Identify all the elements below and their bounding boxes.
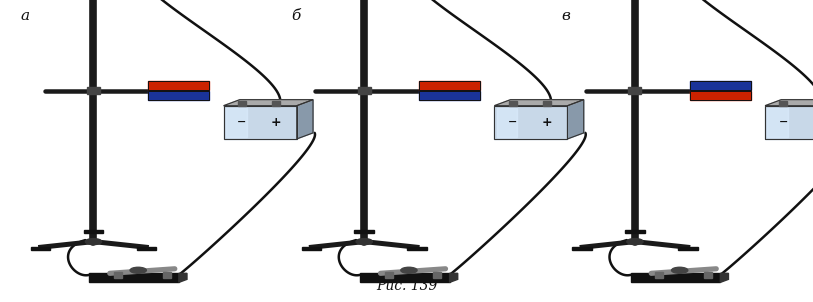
Bar bbox=[494, 106, 567, 139]
Bar bbox=[509, 101, 517, 106]
Bar bbox=[360, 273, 450, 282]
Text: Рис. 139: Рис. 139 bbox=[376, 279, 437, 293]
Bar bbox=[354, 230, 374, 233]
Polygon shape bbox=[450, 273, 458, 282]
Text: −: − bbox=[779, 117, 788, 127]
Polygon shape bbox=[494, 100, 584, 106]
Bar bbox=[358, 87, 371, 94]
Bar bbox=[149, 81, 210, 90]
Bar bbox=[779, 101, 787, 106]
Bar bbox=[302, 247, 321, 250]
Circle shape bbox=[672, 267, 688, 273]
Polygon shape bbox=[765, 100, 813, 106]
Text: −: − bbox=[237, 117, 246, 127]
Circle shape bbox=[130, 267, 146, 273]
Text: +: + bbox=[271, 116, 281, 129]
Polygon shape bbox=[224, 100, 313, 106]
Text: +: + bbox=[541, 116, 552, 129]
Bar bbox=[689, 91, 751, 100]
Bar bbox=[114, 272, 122, 278]
Bar bbox=[89, 273, 179, 282]
Bar bbox=[765, 106, 813, 139]
Polygon shape bbox=[297, 100, 313, 139]
Bar bbox=[631, 273, 720, 282]
Bar bbox=[31, 247, 50, 250]
Bar bbox=[494, 106, 567, 139]
Bar bbox=[420, 91, 480, 100]
Circle shape bbox=[401, 267, 417, 273]
Bar bbox=[420, 91, 480, 100]
Bar bbox=[572, 247, 592, 250]
Bar bbox=[272, 101, 280, 106]
Bar bbox=[625, 230, 645, 233]
Bar bbox=[433, 272, 441, 278]
Bar bbox=[678, 247, 698, 250]
Bar bbox=[543, 101, 551, 106]
Bar bbox=[238, 101, 246, 106]
Bar bbox=[224, 106, 297, 139]
Text: в: в bbox=[561, 9, 570, 23]
Bar bbox=[689, 81, 751, 90]
Bar bbox=[224, 106, 297, 139]
Bar bbox=[407, 247, 427, 250]
Bar bbox=[689, 91, 751, 100]
Polygon shape bbox=[179, 273, 187, 282]
Bar bbox=[765, 106, 813, 139]
Bar bbox=[767, 108, 788, 137]
Text: −: − bbox=[508, 117, 517, 127]
Circle shape bbox=[85, 239, 102, 245]
Bar bbox=[149, 91, 210, 100]
Bar bbox=[385, 272, 393, 278]
Bar bbox=[497, 108, 517, 137]
Bar bbox=[149, 91, 210, 100]
Bar bbox=[226, 108, 246, 137]
Circle shape bbox=[356, 239, 372, 245]
Bar bbox=[84, 230, 103, 233]
Bar bbox=[628, 87, 641, 94]
Text: б: б bbox=[291, 9, 300, 23]
Polygon shape bbox=[567, 100, 584, 139]
Bar bbox=[87, 87, 100, 94]
Bar bbox=[163, 272, 171, 278]
Circle shape bbox=[627, 239, 643, 245]
Bar bbox=[137, 247, 156, 250]
Polygon shape bbox=[720, 273, 728, 282]
Bar bbox=[704, 272, 712, 278]
Bar bbox=[420, 81, 480, 90]
Bar bbox=[655, 272, 663, 278]
Bar bbox=[689, 81, 751, 90]
Text: а: а bbox=[20, 9, 29, 23]
Bar bbox=[149, 81, 210, 90]
Bar bbox=[420, 81, 480, 90]
